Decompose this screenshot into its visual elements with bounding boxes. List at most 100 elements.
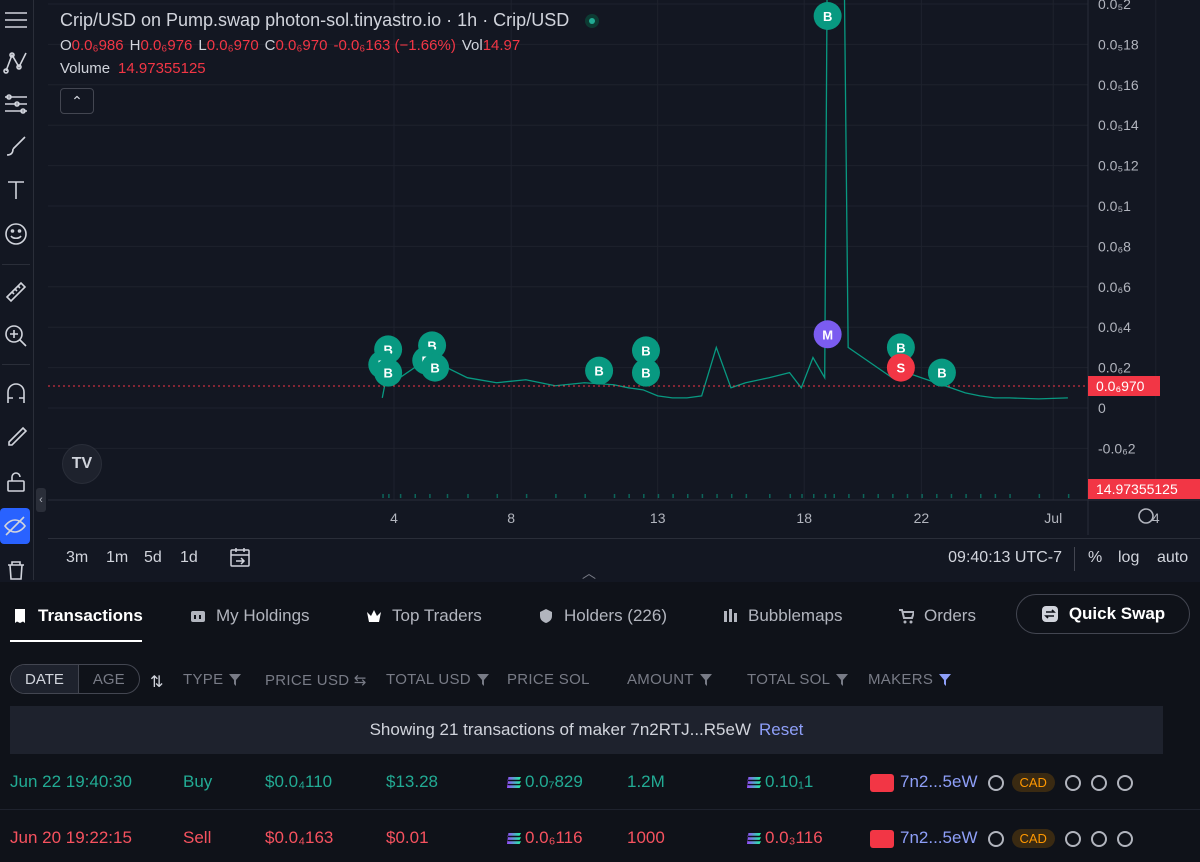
trade-marker-buy[interactable]: B: [585, 356, 614, 385]
hide-drawings-icon[interactable]: [0, 508, 30, 544]
fib-retracement-icon[interactable]: [0, 86, 32, 122]
text-tool-icon[interactable]: [0, 172, 32, 208]
trade-marker-buy[interactable]: B: [631, 358, 660, 387]
trade-marker-dot[interactable]: [631, 336, 660, 365]
trade-marker-buy[interactable]: B: [631, 336, 660, 365]
trade-marker-maker[interactable]: M: [813, 320, 842, 349]
range-1m-button[interactable]: 1m: [106, 549, 129, 566]
trade-marker-label: M: [822, 327, 833, 342]
header-price-sol[interactable]: PRICE SOL: [507, 671, 590, 688]
table-row[interactable]: Jun 20 19:22:15 Sell $0.0₄163 $0.01 0.0₆116 1…: [0, 810, 1200, 862]
pencil-lock-icon[interactable]: [0, 420, 32, 456]
reset-filter-link[interactable]: Reset: [759, 720, 804, 739]
filter-maker-icon[interactable]: [1064, 774, 1081, 791]
ghost-icon[interactable]: [987, 830, 1004, 847]
solana-icon: [747, 777, 761, 789]
cell-maker[interactable]: 7n2...5eW CAD: [870, 772, 1133, 793]
date-toggle-option[interactable]: DATE: [11, 665, 79, 693]
cell-maker[interactable]: 7n2...5eW CAD: [870, 828, 1133, 849]
maker-address-link[interactable]: 7n2...5eW: [900, 828, 978, 847]
trade-marker-buy[interactable]: B: [886, 333, 915, 362]
trend-line-icon[interactable]: [0, 44, 32, 80]
quick-swap-button[interactable]: Quick Swap: [1016, 594, 1190, 634]
calendar-goto-icon[interactable]: [228, 545, 252, 574]
age-toggle-option[interactable]: AGE: [92, 670, 125, 688]
header-amount[interactable]: AMOUNT: [627, 671, 712, 688]
ohlc-value: 14.97: [482, 37, 521, 54]
volume-bar: [496, 494, 499, 498]
tab-bubblemaps[interactable]: Bubblemaps: [722, 606, 843, 626]
bottom-tabs: Transactions My Holdings Top Traders Hol…: [0, 582, 1200, 646]
date-age-toggle[interactable]: DATE AGE: [10, 664, 140, 694]
filter-maker-icon[interactable]: [1064, 830, 1081, 847]
trade-marker-dot[interactable]: [631, 358, 660, 387]
filter-active-icon[interactable]: [939, 674, 952, 687]
track-icon[interactable]: [1090, 774, 1107, 791]
header-price-usd[interactable]: PRICE USD ⇆: [265, 672, 367, 689]
trade-marker-dot[interactable]: [813, 2, 842, 30]
trade-marker-dot[interactable]: [886, 333, 915, 362]
cell-total-sol: 0.0₃116: [747, 828, 823, 848]
trade-marker-dot[interactable]: [927, 358, 956, 387]
lock-icon[interactable]: [0, 464, 32, 500]
filter-icon[interactable]: [699, 674, 712, 687]
trade-marker-buy[interactable]: B: [421, 353, 450, 382]
magnet-icon[interactable]: [0, 376, 32, 412]
tab-holders[interactable]: Holders (226): [538, 606, 667, 626]
table-row[interactable]: Jun 22 19:40:30 Buy $0.0₄110 $13.28 0.0₇829 1…: [0, 754, 1200, 810]
chevron-up-icon[interactable]: ⌃: [60, 88, 94, 114]
trade-marker-sell[interactable]: S: [886, 353, 915, 382]
trash-icon[interactable]: [0, 560, 32, 580]
filter-icon[interactable]: [229, 674, 242, 687]
header-total-sol[interactable]: TOTAL SOL: [747, 671, 849, 688]
track-icon[interactable]: [1090, 830, 1107, 847]
header-total-usd[interactable]: TOTAL USD: [386, 671, 489, 688]
filter-icon[interactable]: [836, 674, 849, 687]
zoom-in-icon[interactable]: [0, 318, 32, 354]
tab-orders[interactable]: Orders: [898, 606, 976, 626]
filter-icon[interactable]: [476, 674, 489, 687]
emoji-icon[interactable]: [0, 216, 32, 252]
trade-marker-dot[interactable]: [374, 358, 403, 387]
maker-address-link[interactable]: 7n2...5eW: [900, 772, 978, 791]
trade-marker-buy[interactable]: B: [927, 358, 956, 387]
ruler-icon[interactable]: [0, 274, 32, 310]
trade-marker-buy[interactable]: B: [813, 2, 842, 30]
header-type[interactable]: TYPE: [183, 671, 242, 688]
header-makers[interactable]: MAKERS: [868, 671, 952, 688]
fingerprint-icon[interactable]: [1116, 830, 1133, 847]
price-chart[interactable]: 0.0₅2 0.0₅18 0.0₅16 0.0₅14 0.0₅12 0.0₅1 0.0₆8 0…: [48, 0, 1200, 535]
trade-marker-dot[interactable]: [585, 356, 614, 385]
range-1d-button[interactable]: 1d: [180, 549, 198, 566]
log-scale-button[interactable]: log: [1118, 549, 1140, 566]
trade-marker-dot[interactable]: [421, 353, 450, 382]
trade-marker-label: B: [594, 364, 603, 379]
cell-amount: 1.2M: [627, 772, 665, 792]
crosshair-lines-icon[interactable]: [0, 2, 32, 38]
brush-icon[interactable]: [0, 128, 32, 164]
sort-icon[interactable]: ⇅: [150, 674, 164, 691]
fingerprint-icon[interactable]: [1116, 774, 1133, 791]
chart-canvas[interactable]: 0.0₅2 0.0₅18 0.0₅16 0.0₅14 0.0₅12 0.0₅1 0.0₆8 0…: [48, 0, 1200, 535]
toolbar-collapse-handle[interactable]: ‹: [36, 488, 46, 512]
tab-my-holdings[interactable]: My Holdings: [190, 606, 310, 626]
gear-icon[interactable]: [1138, 508, 1154, 524]
swap-units-icon[interactable]: ⇆: [353, 672, 367, 689]
tradingview-logo[interactable]: TV: [62, 444, 102, 484]
range-3m-button[interactable]: 3m: [66, 549, 89, 566]
volume-bar: [789, 494, 792, 498]
cell-total-sol-text: 0.10₁1: [765, 772, 814, 791]
percent-scale-button[interactable]: %: [1088, 549, 1103, 566]
tab-transactions[interactable]: Transactions: [12, 606, 143, 626]
cart-icon: [899, 609, 914, 624]
trade-marker-label: B: [383, 366, 392, 381]
auto-scale-button[interactable]: auto: [1157, 549, 1189, 566]
trade-marker-dot[interactable]: [886, 353, 915, 382]
ghost-icon[interactable]: [987, 774, 1004, 791]
x-tick-label: 4: [1152, 510, 1160, 526]
expand-panel-icon[interactable]: ︿: [582, 565, 596, 581]
tab-top-traders[interactable]: Top Traders: [366, 606, 482, 626]
trade-marker-dot[interactable]: [813, 320, 842, 349]
trade-marker-buy[interactable]: B: [374, 358, 403, 387]
range-5d-button[interactable]: 5d: [144, 549, 162, 566]
